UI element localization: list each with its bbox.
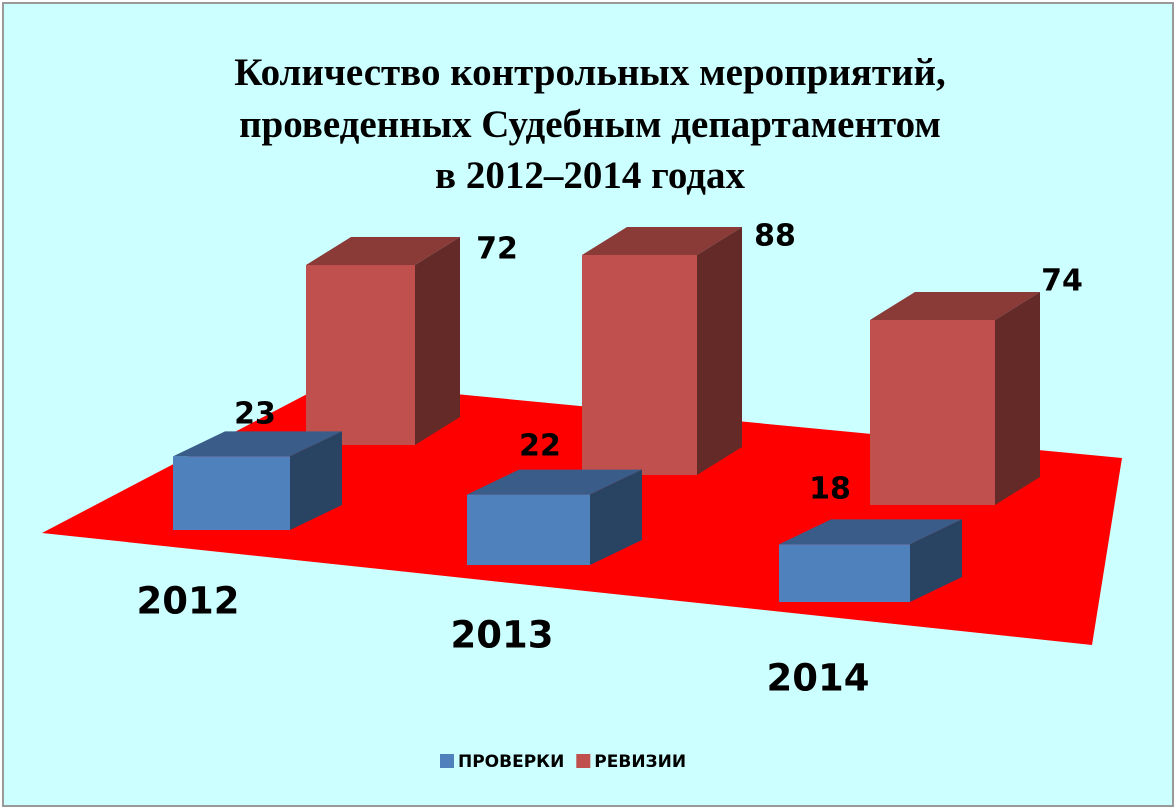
bar [173, 456, 290, 530]
bar-3d [582, 227, 742, 475]
legend-swatch [440, 754, 454, 768]
bar-top [467, 469, 642, 495]
bar [306, 265, 415, 445]
bar-3d [779, 519, 962, 602]
bar-top [870, 292, 1040, 320]
bar-top [582, 227, 742, 255]
bar [582, 255, 697, 475]
bar-side [995, 292, 1040, 505]
bar-top [306, 237, 460, 265]
bar-side [910, 519, 962, 602]
legend-swatch [576, 754, 591, 768]
bar-side [590, 469, 642, 565]
bar [870, 320, 995, 505]
bar-side [415, 237, 460, 445]
data-label: 74 [1041, 264, 1083, 299]
data-label: 18 [809, 472, 851, 507]
x-tick-label: 2012 [137, 580, 240, 623]
bar-3d [467, 469, 642, 565]
bar-3d [870, 292, 1040, 505]
x-tick-label: 2013 [451, 614, 554, 657]
bar-3d [306, 237, 460, 445]
bar [779, 544, 910, 602]
bar [467, 494, 590, 565]
bar-top [173, 431, 342, 457]
legend-label: ПРОВЕРКИ [458, 752, 564, 772]
data-label: 72 [476, 232, 518, 267]
bar-top [779, 519, 962, 545]
chart-title: Количество контрольных мероприятий, [234, 51, 946, 94]
legend-label: РЕВИЗИИ [594, 752, 686, 772]
bar-side [697, 227, 742, 475]
bar-3d [173, 431, 342, 530]
bar-side [290, 431, 342, 530]
chart-title: в 2012–2014 годах [435, 154, 745, 197]
data-label: 88 [754, 219, 796, 254]
x-tick-label: 2014 [767, 657, 870, 700]
data-label: 22 [519, 429, 561, 464]
chart-title: проведенных Судебным департаментом [239, 103, 941, 146]
data-label: 23 [234, 397, 276, 432]
